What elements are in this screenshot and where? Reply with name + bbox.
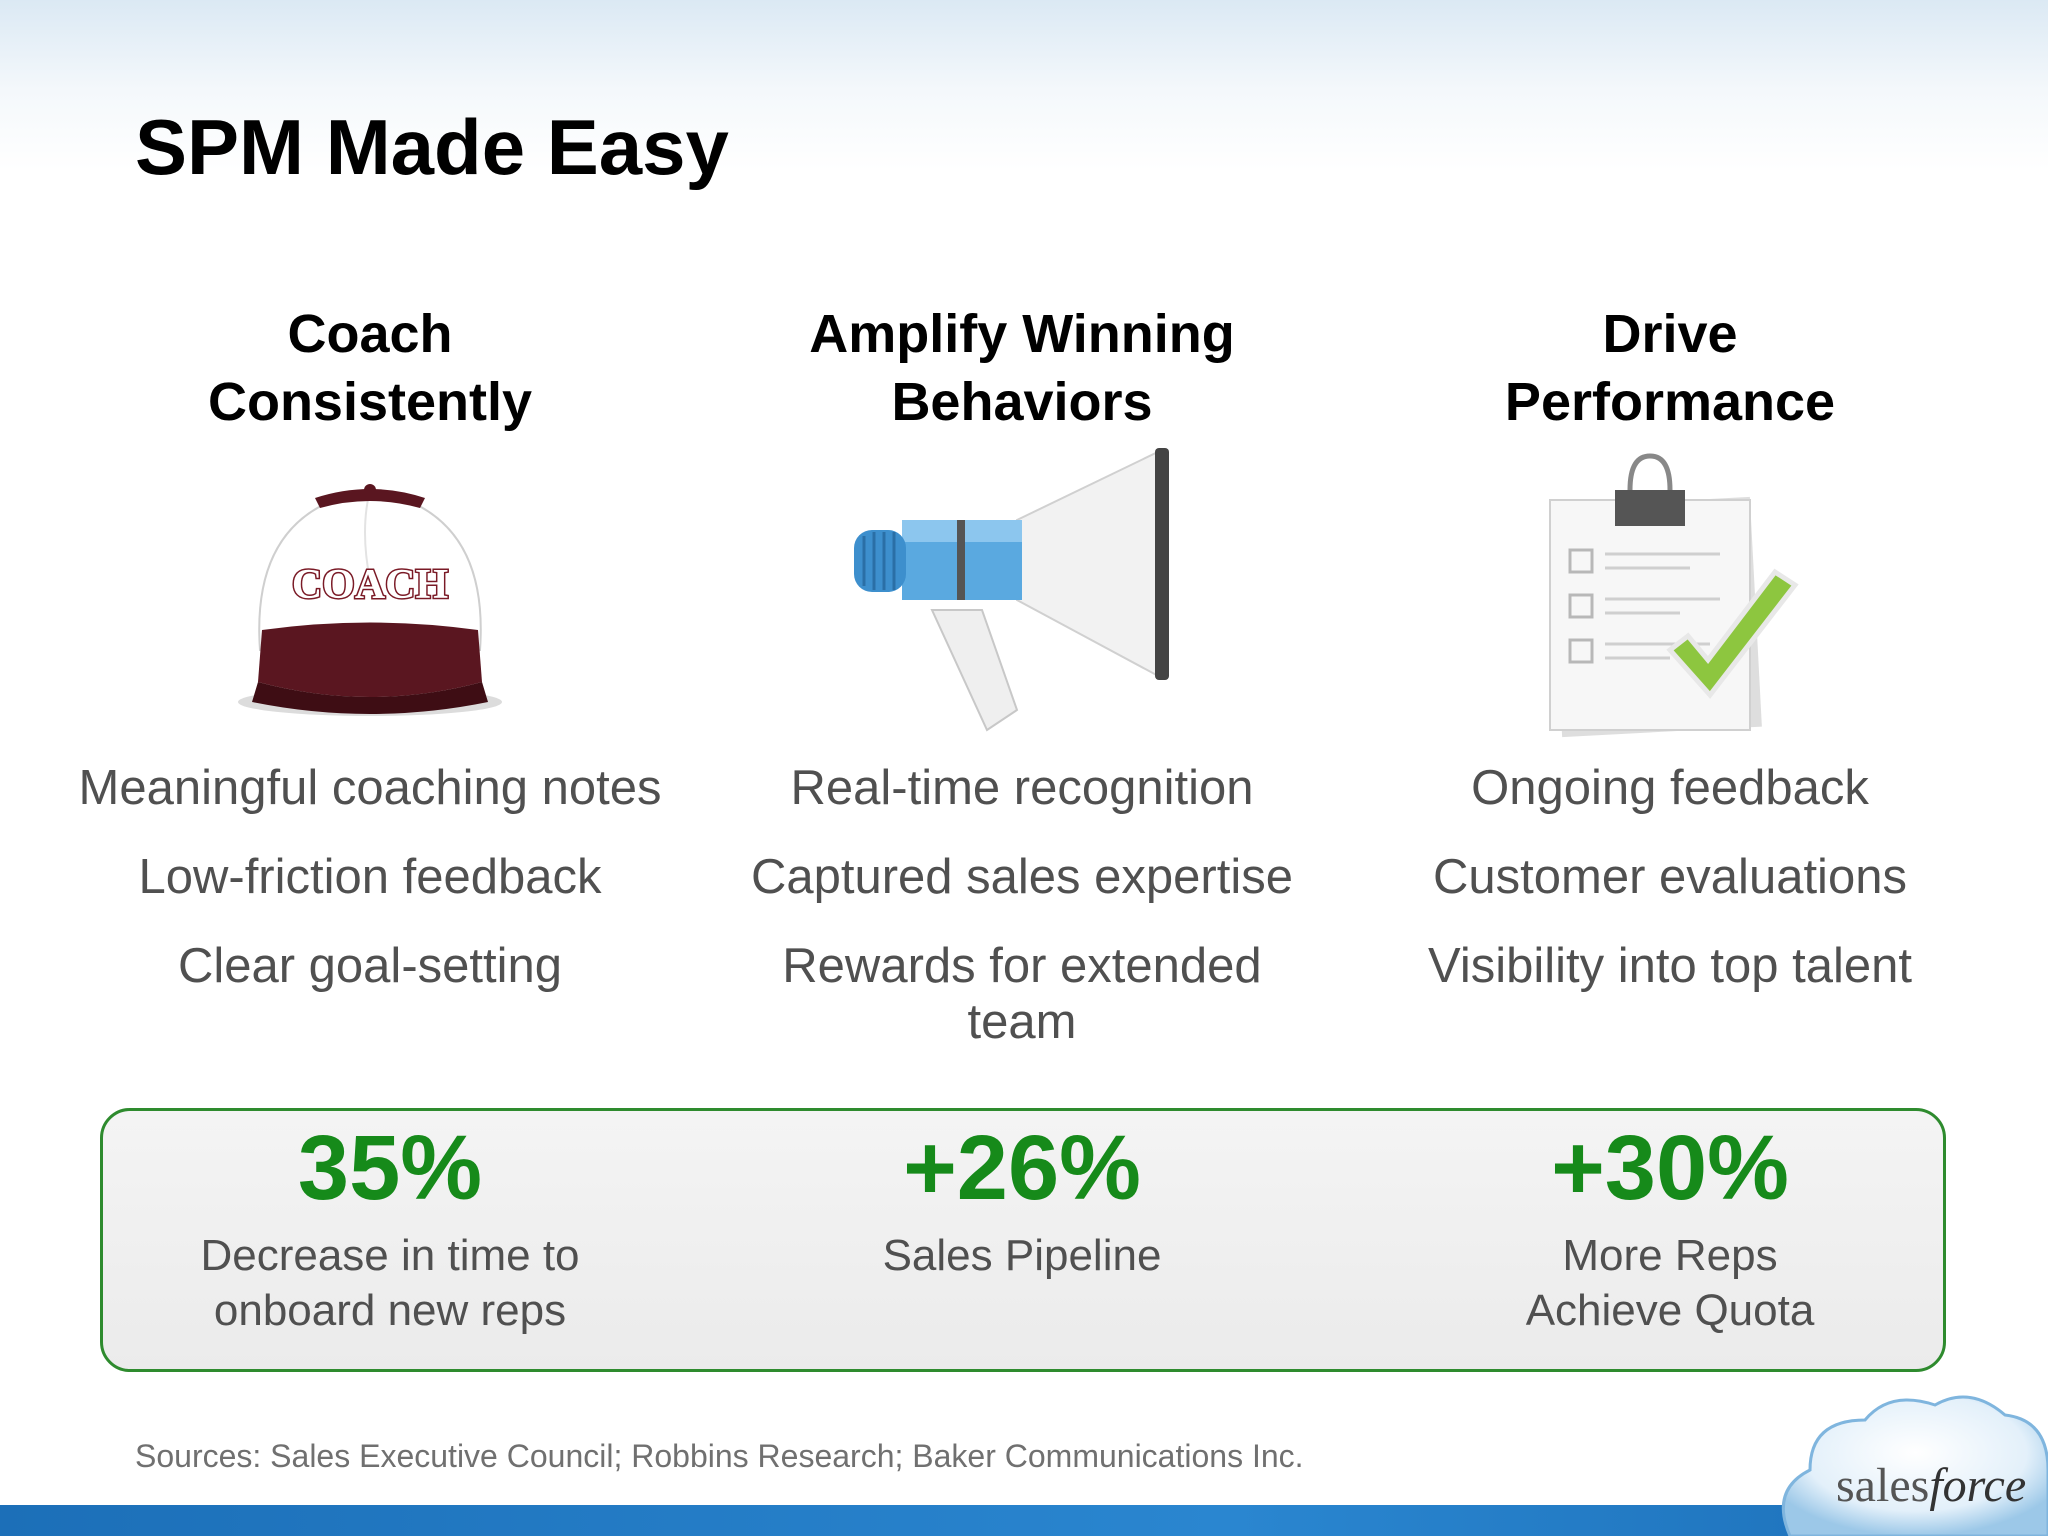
bullet-item: Customer evaluations [1433, 850, 1907, 904]
column-amplify: Amplify Winning Behaviors Real-time reco… [702, 300, 1342, 1083]
heading-line: Consistently [207, 372, 533, 432]
bullet-item: Captured sales expertise [750, 850, 1293, 904]
bullet-item: Clear goal-setting [177, 939, 563, 993]
heading-line: Amplify Winning [809, 304, 1235, 364]
bullet-item: Rewards for extended team [782, 939, 1262, 1049]
column-heading: Drive Performance [1350, 300, 1990, 440]
stat-label-line: onboard new reps [213, 1286, 567, 1335]
stat-pipeline: +26% Sales Pipeline [702, 1118, 1342, 1283]
logo-prefix: sales [1836, 1459, 1930, 1512]
stat-label-line: Achieve Quota [1525, 1286, 1815, 1335]
logo-suffix: force [1929, 1459, 2027, 1512]
stat-label-line: Decrease in time to [200, 1231, 580, 1280]
bullet-list: Meaningful coaching notes Low-friction f… [50, 760, 690, 994]
sources-footnote: Sources: Sales Executive Council; Robbin… [135, 1438, 1304, 1474]
salesforce-logo-text: salesforce [1836, 1458, 2026, 1513]
bullet-item: Meaningful coaching notes [78, 761, 662, 815]
stat-onboarding: 35% Decrease in time to onboard new reps [70, 1118, 710, 1338]
stat-label-line: Sales Pipeline [882, 1231, 1162, 1280]
stat-value: 35% [297, 1117, 483, 1219]
salesforce-cloud-logo [1781, 1395, 2048, 1536]
column-heading: Amplify Winning Behaviors [702, 300, 1342, 440]
heading-line: Drive [1602, 304, 1738, 364]
bullet-item: Visibility into top talent [1428, 939, 1912, 993]
stat-label-line: More Reps [1562, 1231, 1778, 1280]
stat-label: Decrease in time to onboard new reps [70, 1228, 710, 1338]
bullet-item: Real-time recognition [790, 761, 1254, 815]
heading-line: Coach [287, 304, 453, 364]
coach-cap-icon: COACH [50, 440, 690, 760]
bullet-item: Low-friction feedback [138, 850, 602, 904]
bullet-list: Ongoing feedback Customer evaluations Vi… [1350, 760, 1990, 994]
column-coach: Coach Consistently COACH Meaningful coac… [50, 300, 690, 1027]
bullet-item: Ongoing feedback [1471, 761, 1869, 815]
stat-label: Sales Pipeline [702, 1228, 1342, 1283]
slide-title: SPM Made Easy [135, 103, 729, 191]
footer-bar [0, 1505, 2048, 1536]
bullet-list: Real-time recognition Captured sales exp… [702, 760, 1342, 1050]
stats-panel [100, 1108, 1946, 1372]
megaphone-icon [702, 440, 1342, 760]
column-drive: Drive Performance Ongoing [1350, 300, 1990, 1027]
column-heading: Coach Consistently [50, 300, 690, 440]
clipboard-check-icon [1350, 440, 1990, 760]
stat-quota: +30% More Reps Achieve Quota [1350, 1118, 1990, 1338]
stat-value: +26% [903, 1117, 1141, 1219]
stat-value: +30% [1551, 1117, 1789, 1219]
heading-line: Performance [1504, 372, 1836, 432]
stat-label: More Reps Achieve Quota [1350, 1228, 1990, 1338]
heading-line: Behaviors [891, 372, 1153, 432]
cap-text: COACH [292, 562, 448, 608]
